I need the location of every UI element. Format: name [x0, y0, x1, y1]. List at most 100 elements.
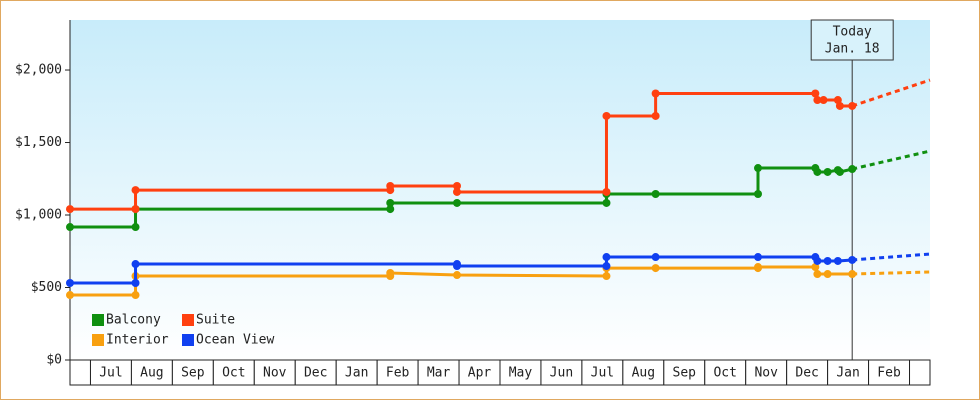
legend-swatch: [92, 314, 104, 326]
point: [131, 186, 140, 195]
today-box: [810, 19, 894, 61]
point: [754, 253, 762, 262]
point: [833, 256, 842, 265]
point: [453, 187, 461, 196]
point: [835, 167, 844, 176]
point: [651, 253, 660, 262]
legend-swatch: [182, 314, 194, 326]
point: [602, 272, 611, 281]
y-tick-label: $1,500: [15, 135, 62, 150]
x-tick-label: Nov: [754, 366, 778, 381]
month-box: [171, 359, 214, 386]
x-tick-label: Dec: [795, 366, 818, 381]
point: [386, 205, 395, 214]
point: [386, 198, 395, 207]
x-tick-label: Oct: [713, 366, 736, 381]
point: [754, 164, 762, 173]
point: [651, 111, 660, 120]
x-tick-label: May: [509, 366, 533, 381]
point: [66, 291, 74, 300]
x-tick-label: Jun: [550, 366, 573, 381]
x-tick-label: Jul: [591, 366, 614, 381]
x-tick-label: Mar: [427, 366, 451, 381]
month-box: [212, 359, 255, 386]
point: [811, 263, 820, 272]
point: [453, 262, 461, 271]
point: [602, 262, 611, 271]
legend-label: Suite: [196, 313, 235, 328]
month-box: [376, 359, 419, 386]
month-box: [130, 359, 173, 386]
point: [602, 187, 611, 196]
point: [602, 111, 611, 120]
point: [386, 182, 395, 191]
forecast-line: [852, 252, 931, 262]
point: [819, 96, 828, 105]
point: [453, 271, 461, 280]
month-box: [253, 359, 296, 386]
month-box: [868, 359, 911, 386]
month-box: [622, 359, 665, 386]
point: [131, 260, 140, 269]
point: [131, 223, 140, 232]
month-box: [458, 359, 501, 386]
x-tick-label: Aug: [632, 366, 655, 381]
point: [754, 189, 762, 198]
month-box: [745, 359, 788, 386]
x-tick-label: Apr: [468, 366, 492, 381]
x-tick-label: Feb: [386, 366, 410, 381]
point: [823, 256, 832, 265]
point: [823, 270, 832, 279]
point: [813, 167, 822, 176]
point: [131, 205, 140, 214]
x-tick-label: Jan: [836, 366, 859, 381]
x-tick-label: Feb: [877, 366, 901, 381]
legend-label: Ocean View: [196, 333, 274, 348]
x-tick-label: Sep: [181, 366, 205, 381]
month-box: [540, 359, 583, 386]
forecast-line: [852, 270, 931, 276]
point: [66, 279, 74, 288]
point: [813, 256, 822, 265]
y-tick-label: $0: [46, 353, 62, 368]
point: [386, 269, 395, 278]
y-tick-label: $1,000: [15, 208, 62, 223]
x-tick-label: Aug: [140, 366, 163, 381]
point: [811, 89, 820, 98]
point: [835, 101, 844, 110]
y-tick-label: $500: [31, 280, 62, 295]
point: [848, 165, 857, 174]
x-tick-label: Oct: [222, 366, 245, 381]
point: [651, 189, 660, 198]
point: [602, 198, 611, 207]
point: [131, 291, 140, 300]
legend-label: Balcony: [106, 313, 161, 328]
point: [813, 96, 822, 105]
x-tick-label: Nov: [263, 366, 287, 381]
x-tick-label: Jul: [99, 366, 122, 381]
x-tick-label: Jan: [345, 366, 368, 381]
point: [754, 263, 762, 272]
legend-swatch: [92, 334, 104, 346]
x-tick-label: Dec: [304, 366, 327, 381]
point: [848, 101, 857, 110]
point: [651, 89, 660, 98]
month-box: [704, 359, 747, 386]
y-tick-label: $2,000: [15, 63, 62, 78]
legend-label: Interior: [106, 333, 169, 348]
month-box: [663, 359, 706, 386]
forecast-line: [851, 78, 931, 108]
point: [66, 223, 74, 232]
today-date: Jan. 18: [825, 42, 880, 57]
x-axis-box: [69, 359, 91, 386]
x-tick-label: Sep: [673, 366, 697, 381]
point: [66, 205, 74, 214]
legend-swatch: [182, 334, 194, 346]
month-box: [89, 359, 132, 386]
point: [453, 198, 461, 207]
point: [848, 270, 857, 279]
point: [823, 167, 832, 176]
point: [813, 270, 822, 279]
point: [453, 182, 461, 191]
